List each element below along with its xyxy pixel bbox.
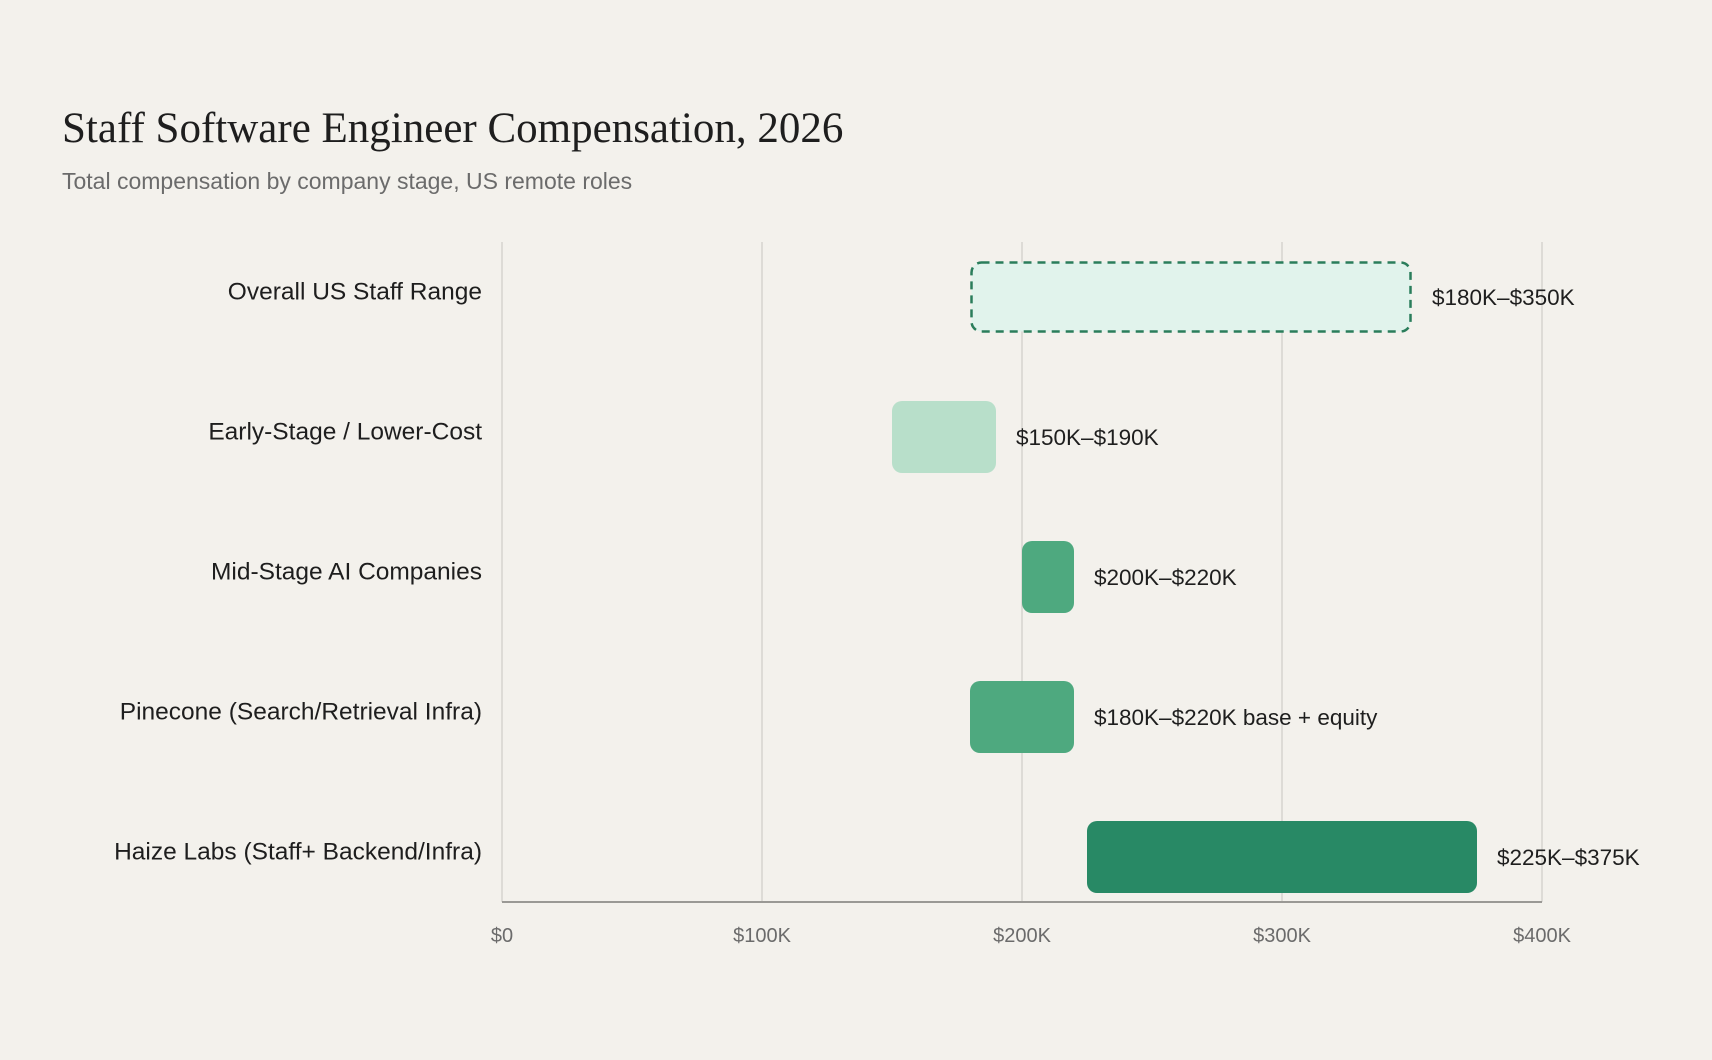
chart-title: Staff Software Engineer Compensation, 20… [62,105,844,152]
value-label: $180K–$220K base + equity [1094,705,1378,730]
range-bar [1022,541,1074,613]
x-tick-label: $400K [1513,925,1571,947]
category-label: Mid-Stage AI Companies [211,558,482,585]
category-label: Overall US Staff Range [228,278,482,305]
value-label: $180K–$350K [1432,285,1575,310]
x-axis-ticks: $0 $100K $200K $300K $400K [491,925,1572,947]
category-label: Pinecone (Search/Retrieval Infra) [120,698,482,725]
range-bar [970,681,1074,753]
value-labels: $180K–$350K $150K–$190K $200K–$220K $180K–$… [1016,285,1640,870]
value-label: $150K–$190K [1016,425,1159,450]
category-label: Early-Stage / Lower-Cost [208,418,482,445]
range-bar [1087,821,1477,893]
x-tick-label: $200K [993,925,1051,947]
value-label: $200K–$220K [1094,565,1237,590]
category-labels: Overall US Staff Range Early-Stage / Lowe… [114,278,482,865]
x-tick-label: $300K [1253,925,1311,947]
range-bar [970,261,1412,333]
category-label: Haize Labs (Staff+ Backend/Infra) [114,838,482,865]
range-bar [892,401,996,473]
chart-subtitle: Total compensation by company stage, US … [62,168,633,194]
bars [892,261,1477,893]
x-tick-label: $0 [491,925,513,947]
value-label: $225K–$375K [1497,845,1640,870]
x-tick-label: $100K [733,925,791,947]
